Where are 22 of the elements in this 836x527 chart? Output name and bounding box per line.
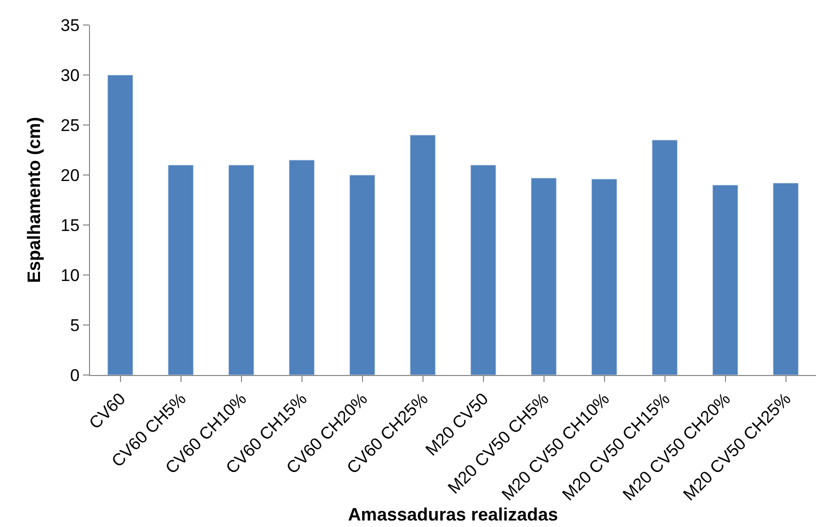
y-tick-label: 10 [60,266,80,285]
bar [712,184,738,375]
y-tick-label: 20 [60,166,80,185]
bar [652,140,678,375]
y-tick-label: 5 [70,316,80,335]
bar [288,160,315,375]
bar [772,182,799,375]
bar [470,164,496,375]
y-tick-label: 30 [60,66,80,85]
bar [349,174,376,375]
y-tick-label: 15 [60,216,80,235]
bar [410,134,436,375]
y-tick-label: 35 [60,16,80,35]
x-axis-title: Amassaduras realizadas [348,504,558,524]
bar [530,178,557,375]
y-axis-title: Espalhamento (cm) [24,116,44,284]
bar [168,164,194,375]
y-tick-label: 0 [70,366,80,385]
bar [228,164,254,375]
bar [591,178,618,375]
y-tick-label: 25 [60,116,80,135]
bar [107,74,134,375]
